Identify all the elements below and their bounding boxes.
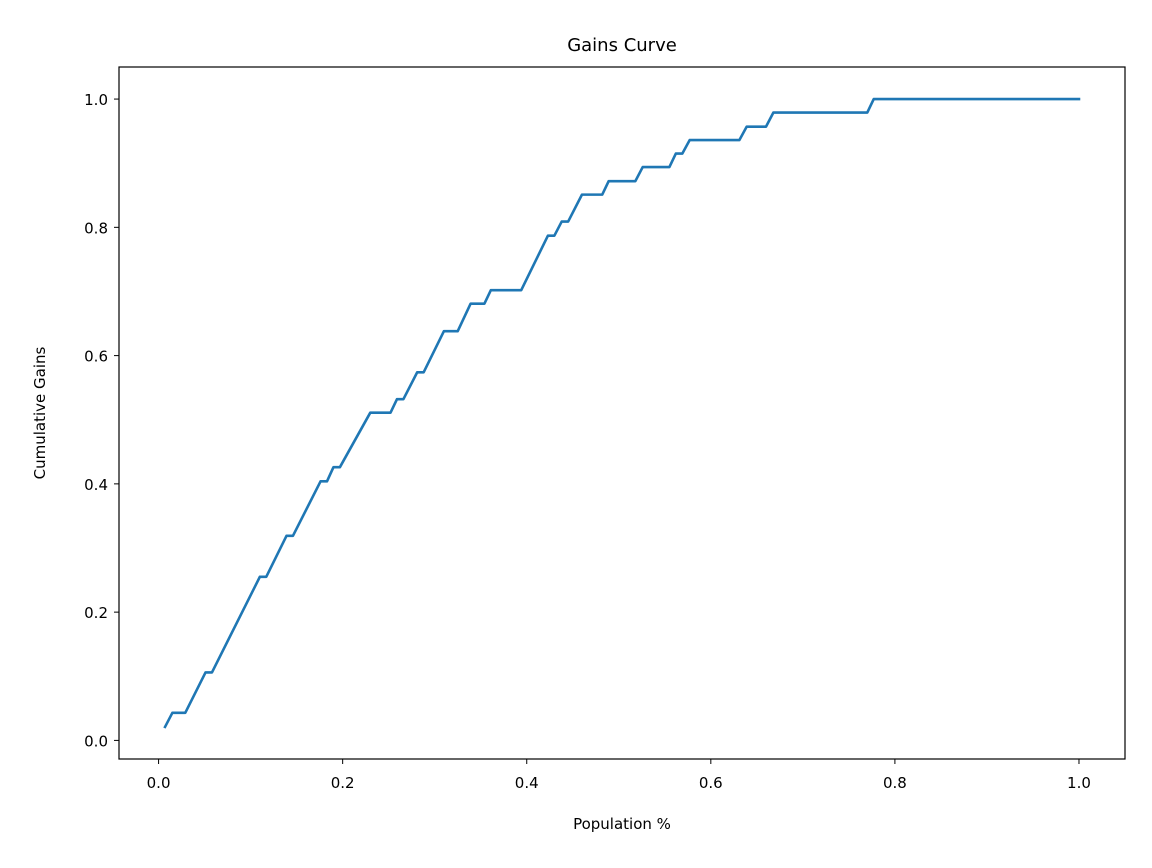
chart-title: Gains Curve xyxy=(567,35,677,56)
x-tick-label: 0.0 xyxy=(147,774,171,792)
y-tick-label: 0.4 xyxy=(84,476,108,494)
y-tick-label: 1.0 xyxy=(84,91,108,109)
x-tick-label: 0.4 xyxy=(515,774,539,792)
y-tick-label: 0.0 xyxy=(84,732,108,750)
x-tick-label: 0.6 xyxy=(699,774,723,792)
x-axis-label: Population % xyxy=(573,815,671,833)
y-axis-label: Cumulative Gains xyxy=(31,346,49,479)
y-tick-label: 0.2 xyxy=(84,604,108,622)
x-tick-label: 0.8 xyxy=(883,774,907,792)
x-axis-ticks: 0.0 0.2 0.4 0.6 0.8 1.0 xyxy=(147,759,1091,792)
y-tick-label: 0.6 xyxy=(84,348,108,366)
gains-curve-line xyxy=(163,97,1081,729)
series-layer xyxy=(163,97,1081,729)
x-tick-label: 0.2 xyxy=(331,774,355,792)
y-axis-ticks: 0.0 0.2 0.4 0.6 0.8 1.0 xyxy=(84,91,119,750)
plot-area-frame xyxy=(118,66,1126,760)
y-tick-label: 0.8 xyxy=(84,219,108,237)
x-tick-label: 1.0 xyxy=(1067,774,1091,792)
